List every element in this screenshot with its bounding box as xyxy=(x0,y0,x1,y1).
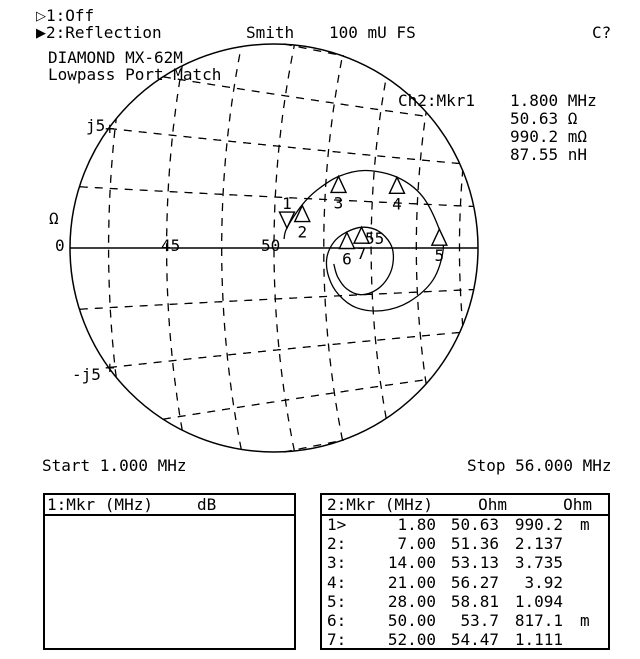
marker-triangle-icon[interactable] xyxy=(352,225,371,244)
marker-table-ch1: 1:Mkr (MHz) dB xyxy=(43,493,296,650)
scale-indicator: 100 mU FS xyxy=(329,23,416,42)
marker-triangle-icon[interactable] xyxy=(338,230,356,250)
ch2-table-header: 2:Mkr (MHz) xyxy=(327,495,433,514)
format-indicator: Smith xyxy=(246,23,295,42)
marker-frequency: 52.00 xyxy=(387,630,436,650)
marker-number-label: 1 xyxy=(282,194,292,213)
ch2-table-unit-ohm-2: Ohm xyxy=(563,495,592,514)
marker-frequency: 28.00 xyxy=(387,591,436,611)
marker-number-label: 4 xyxy=(392,194,402,213)
marker-reactance: 2.137 xyxy=(514,534,563,554)
channel-2-active-icon: ▶ xyxy=(36,26,46,41)
marker-frequency: 7.00 xyxy=(397,534,436,554)
sweep-start: Start 1.000 MHz xyxy=(42,456,187,475)
channel-2-label: 2:Reflection xyxy=(46,23,162,42)
marker-number-label: 6 xyxy=(342,250,352,269)
marker-reactance: 1.111 xyxy=(514,630,563,650)
marker-number: 6: xyxy=(327,611,347,630)
smith-grid-label: + xyxy=(105,358,115,377)
marker-4[interactable]: 4 xyxy=(388,175,406,213)
readout-inductance: 87.55 nH xyxy=(510,145,588,164)
smith-grid-label: Ω xyxy=(49,209,59,228)
smith-grid-label: + xyxy=(105,119,115,138)
marker-resistance: 58.81 xyxy=(450,591,499,611)
marker-number: 3: xyxy=(327,553,347,573)
smith-grid-label: 0 xyxy=(55,236,65,255)
smith-grid-label: j5 xyxy=(86,116,105,135)
marker-reactance: 1.094 xyxy=(514,591,563,611)
marker-number-label: 2 xyxy=(297,223,307,242)
marker-table-ch2: 2:Mkr (MHz) Ohm Ohm 1> 1.80 50.63 990.2 m 2: 7… xyxy=(320,493,610,650)
marker-1[interactable]: 1 xyxy=(278,194,296,230)
marker-number-label: 5 xyxy=(435,246,445,265)
marker-triangle-icon[interactable] xyxy=(278,211,296,230)
marker-6[interactable]: 6 xyxy=(338,230,356,269)
marker-5[interactable]: 5 xyxy=(430,227,448,265)
smith-grid-label: 55 xyxy=(365,229,384,248)
marker-frequency: 50.00 xyxy=(387,611,436,630)
marker-reactance: 3.92 xyxy=(524,572,563,592)
marker-triangle-icon[interactable] xyxy=(388,175,406,194)
ch1-table-unit: dB xyxy=(197,495,217,514)
marker-resistance: 51.36 xyxy=(450,534,499,554)
readout-reactance: 990.2 mΩ xyxy=(510,127,588,146)
marker-triangle-icon[interactable] xyxy=(329,174,348,194)
calibration-status: C? xyxy=(592,23,612,42)
marker-3[interactable]: 3 xyxy=(329,174,348,212)
marker-number-label: 7 xyxy=(357,244,367,263)
ch2-table-header-rule xyxy=(322,514,608,516)
title-line-2: Lowpass Port Match xyxy=(48,65,222,84)
title-line-1: DIAMOND MX-62M xyxy=(48,48,183,67)
marker-resistance: 54.47 xyxy=(450,630,499,650)
smith-grid-label: 50 xyxy=(261,236,280,255)
marker-resistance: 53.13 xyxy=(450,553,499,573)
marker-reactance: 3.735 xyxy=(514,553,563,573)
marker-number: 2: xyxy=(327,534,347,554)
marker-number: 7: xyxy=(327,630,347,650)
marker-reactance: 817.1 xyxy=(514,611,563,630)
readout-header: Ch2:Mkr1 xyxy=(398,91,476,110)
reflection-trace xyxy=(283,169,445,312)
smith-grid-label: 45 xyxy=(161,236,180,255)
channel-1-label: 1:Off xyxy=(46,6,95,25)
ch2-table-unit-ohm-1: Ohm xyxy=(478,495,507,514)
marker-number: 5: xyxy=(327,591,347,611)
marker-triangle-icon[interactable] xyxy=(430,227,448,246)
channel-1-annunciator[interactable]: ▷1:Off xyxy=(36,8,94,25)
marker-triangle-icon[interactable] xyxy=(293,203,311,223)
marker-number: 1> xyxy=(327,515,347,534)
marker-suffix: m xyxy=(580,611,590,630)
channel-2-annunciator[interactable]: ▶2:Reflection xyxy=(36,25,162,42)
smith-grid-label: -j5 xyxy=(72,365,101,384)
marker-7[interactable]: 7 xyxy=(352,225,371,263)
marker-frequency: 1.80 xyxy=(397,515,436,534)
marker-resistance: 56.27 xyxy=(450,572,499,592)
channel-1-inactive-icon: ▷ xyxy=(36,9,46,24)
marker-reactance: 990.2 xyxy=(514,515,563,534)
marker-resistance: 50.63 xyxy=(450,515,499,534)
ch1-table-header-rule xyxy=(45,514,294,516)
marker-number-label: 3 xyxy=(334,193,344,212)
ch1-table-header: 1:Mkr (MHz) xyxy=(47,495,153,514)
readout-resistance: 50.63 Ω xyxy=(510,109,578,128)
marker-2[interactable]: 2 xyxy=(293,203,311,242)
marker-number: 4: xyxy=(327,572,347,592)
sweep-stop: Stop 56.000 MHz xyxy=(467,456,612,475)
marker-suffix: m xyxy=(580,515,590,534)
marker-frequency: 14.00 xyxy=(387,553,436,573)
readout-frequency: 1.800 MHz xyxy=(510,91,597,110)
marker-frequency: 21.00 xyxy=(387,572,436,592)
marker-resistance: 53.7 xyxy=(460,611,499,630)
